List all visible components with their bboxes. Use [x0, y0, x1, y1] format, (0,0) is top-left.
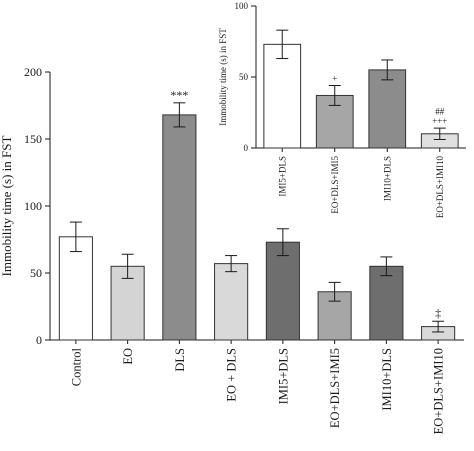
main-category-label: Control	[69, 347, 83, 386]
main-y-tick-label: 200	[24, 65, 42, 79]
inset-significance-mark: +++	[432, 116, 447, 126]
main-y-tick-label: 0	[36, 333, 42, 347]
main-y-tick-label: 50	[30, 266, 42, 280]
inset-category-label: EO+DLS+IMI10	[435, 156, 445, 219]
inset-y-axis-label: Immobility time (s) in FST	[218, 28, 228, 126]
inset-y-tick-label: 50	[239, 72, 249, 82]
main-y-tick-label: 100	[24, 199, 42, 213]
inset-category-label: IMI5+DLS	[277, 156, 287, 197]
main-y-axis-label: Immobility time (s) in FST	[0, 136, 14, 277]
main-significance-mark: ***	[170, 88, 188, 102]
main-plot: 0 50 100 150 200 Immobility time (s) in FST Co…	[0, 65, 464, 434]
main-bar-control	[58, 236, 93, 341]
main-bar-eo-dls	[214, 263, 249, 341]
main-bar-imi10-dls	[369, 265, 404, 341]
main-category-label: EO+DLS+IMI5	[328, 348, 342, 428]
inset-bar-imi5-dls	[263, 43, 302, 149]
main-y-tick-label: 150	[24, 132, 42, 146]
inset-category-label: EO+DLS+IMI5	[330, 156, 340, 214]
inset-y-tick-label: 0	[244, 143, 249, 153]
main-category-label: EO	[121, 348, 135, 365]
main-bar-dls	[162, 114, 197, 341]
main-category-label: IMI10+DLS	[380, 348, 394, 411]
inset-bar-imi10-dls	[368, 69, 407, 149]
inset-category-label: IMI10+DLS	[382, 156, 392, 201]
main-category-label: EO + DLS	[225, 348, 239, 402]
main-significance-mark: ‡	[435, 306, 441, 320]
main-category-label: IMI5+DLS	[276, 348, 290, 404]
main-category-label: DLS	[173, 348, 187, 372]
inset-significance-mark: +	[332, 74, 337, 84]
inset-plot: 0 50 100 Immobility time (s) in FST IMI5+DLS…	[218, 1, 466, 218]
inset-significance-mark: ##	[435, 107, 445, 117]
inset-y-tick-label: 100	[235, 1, 249, 11]
main-bar-imi5-dls	[265, 241, 300, 341]
main-category-label: EO+DLS+IMI10	[432, 348, 446, 434]
